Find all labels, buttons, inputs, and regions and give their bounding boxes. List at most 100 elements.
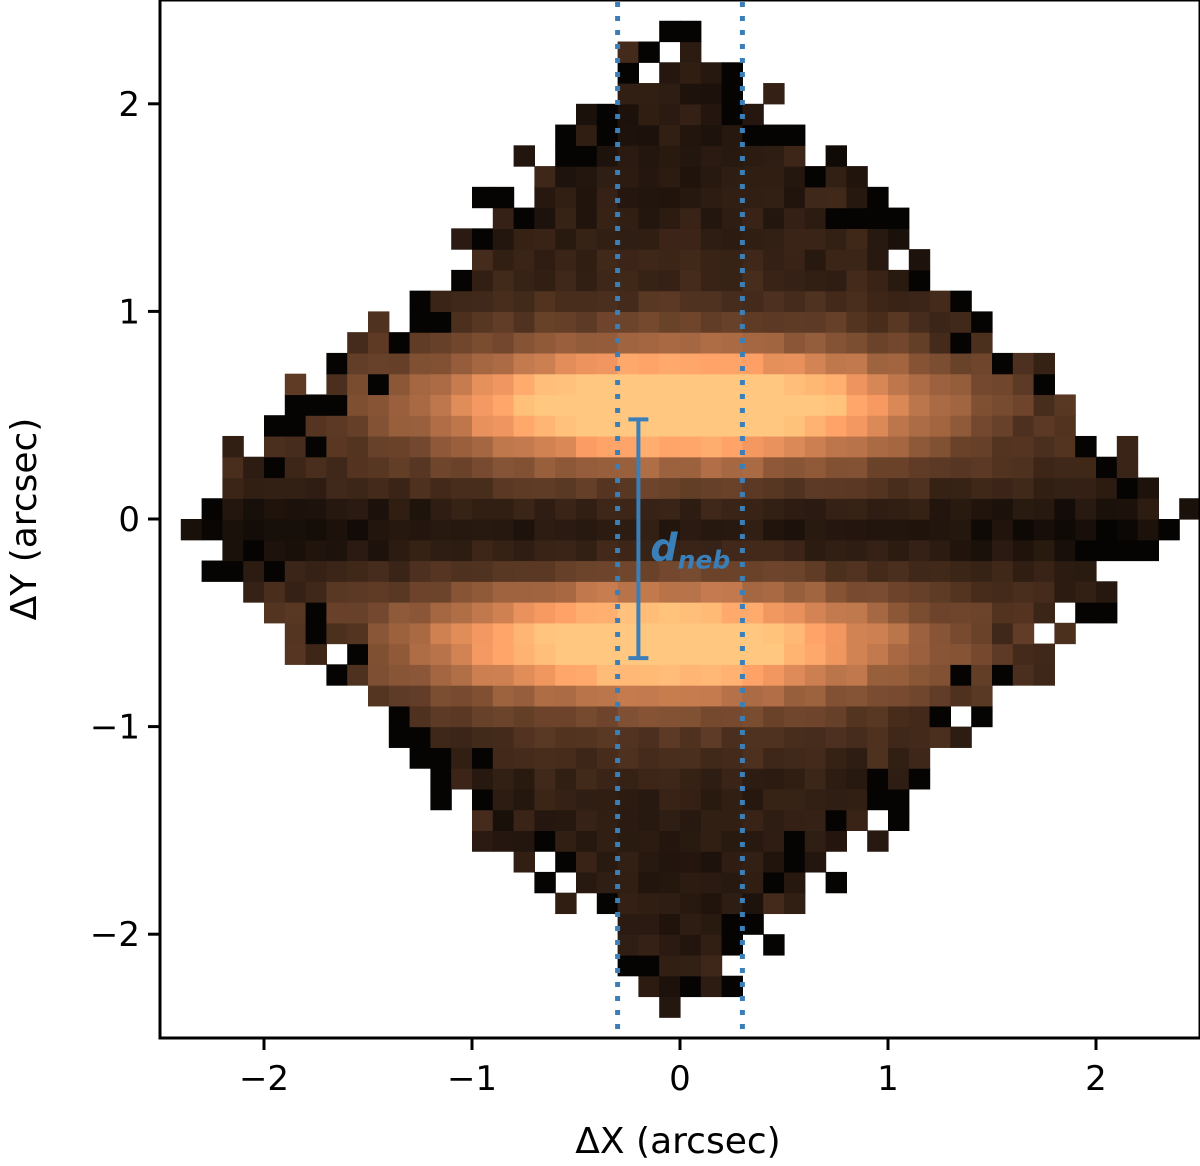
heatmap-cell xyxy=(846,539,868,562)
heatmap-cell xyxy=(638,871,660,894)
heatmap-cell xyxy=(742,685,764,707)
heatmap-cell xyxy=(721,207,743,229)
heatmap-cell xyxy=(1075,477,1097,499)
heatmap-cell xyxy=(908,290,931,312)
heatmap-cell xyxy=(742,352,764,375)
heatmap-cell xyxy=(721,62,743,84)
heatmap-cell xyxy=(513,581,535,603)
heatmap-cell xyxy=(763,311,785,333)
heatmap-cell xyxy=(659,207,681,229)
heatmap-cell xyxy=(555,290,577,312)
heatmap-cell xyxy=(888,373,910,396)
heatmap-cell xyxy=(680,809,702,831)
heatmap-cell xyxy=(555,726,577,748)
heatmap-cell xyxy=(825,394,847,416)
heatmap-cell xyxy=(659,975,681,998)
heatmap-cell xyxy=(908,664,931,686)
heatmap-cell xyxy=(472,747,494,769)
heatmap-cell xyxy=(492,228,515,250)
heatmap-cell xyxy=(763,830,785,852)
heatmap-cell xyxy=(888,747,910,769)
heatmap-cell xyxy=(576,394,598,416)
heatmap-cell xyxy=(700,705,723,728)
heatmap-cell xyxy=(388,581,411,603)
heatmap-cell xyxy=(992,373,1014,396)
heatmap-cell xyxy=(513,685,535,707)
heatmap-cell xyxy=(596,685,619,707)
y-tick-label: 0 xyxy=(118,500,140,540)
heatmap-cell xyxy=(680,581,702,603)
heatmap-cell xyxy=(596,602,619,624)
heatmap-cell xyxy=(680,830,702,852)
heatmap-cell xyxy=(742,498,764,520)
heatmap-cell xyxy=(284,456,307,479)
heatmap-cell xyxy=(347,435,369,458)
heatmap-cell xyxy=(305,519,327,541)
heatmap-cell xyxy=(971,415,993,437)
heatmap-cell xyxy=(596,519,619,541)
heatmap-cell xyxy=(784,685,806,707)
heatmap-cell xyxy=(555,373,577,396)
heatmap-cell xyxy=(555,602,577,624)
heatmap-cell xyxy=(555,622,577,645)
heatmap-cell xyxy=(555,809,577,831)
heatmap-cell xyxy=(243,539,265,562)
heatmap-cell xyxy=(222,498,244,520)
heatmap-cell xyxy=(638,83,660,105)
heatmap-cell xyxy=(555,311,577,333)
heatmap-cell xyxy=(742,851,764,873)
heatmap-cell xyxy=(804,685,827,707)
heatmap-cell xyxy=(1054,519,1076,541)
heatmap-cell xyxy=(992,560,1014,582)
heatmap-cell xyxy=(368,332,390,354)
heatmap-cell xyxy=(368,581,390,603)
heatmap-cell xyxy=(513,249,535,271)
heatmap-cell xyxy=(638,913,660,935)
heatmap-cell xyxy=(700,498,723,520)
heatmap-cell xyxy=(472,768,494,790)
heatmap-cell xyxy=(888,269,910,292)
heatmap-cell xyxy=(472,415,494,437)
heatmap-cell xyxy=(784,186,806,209)
heatmap-cell xyxy=(659,768,681,790)
heatmap-cell xyxy=(617,394,639,416)
heatmap-cell xyxy=(950,311,972,333)
heatmap-cell xyxy=(368,602,390,624)
heatmap-cell xyxy=(763,809,785,831)
heatmap-cell xyxy=(742,768,764,790)
heatmap-cell xyxy=(659,269,681,292)
heatmap-cell xyxy=(576,643,598,665)
heatmap-cell xyxy=(596,311,619,333)
heatmap-cell xyxy=(596,705,619,728)
heatmap-cell xyxy=(596,809,619,831)
heatmap-cell xyxy=(846,394,868,416)
heatmap-cell xyxy=(555,560,577,582)
heatmap-cell xyxy=(388,602,411,624)
heatmap-cell xyxy=(742,871,764,894)
heatmap-cell xyxy=(659,249,681,271)
heatmap-cell xyxy=(867,622,889,645)
heatmap-cell xyxy=(929,435,951,458)
heatmap-cell xyxy=(992,539,1014,562)
heatmap-cell xyxy=(680,435,702,458)
heatmap-cell xyxy=(451,477,473,499)
heatmap-cell xyxy=(284,373,307,396)
heatmap-cell xyxy=(617,332,639,354)
heatmap-cell xyxy=(1033,581,1055,603)
heatmap-cell xyxy=(742,207,764,229)
heatmap-cell xyxy=(992,602,1014,624)
heatmap-cell xyxy=(888,705,910,728)
heatmap-cell xyxy=(950,394,972,416)
heatmap-cell xyxy=(451,726,473,748)
heatmap-cell xyxy=(180,519,203,541)
heatmap-cell xyxy=(492,186,515,209)
heatmap-cell xyxy=(804,643,827,665)
heatmap-cell xyxy=(492,643,515,665)
heatmap-cell xyxy=(784,643,806,665)
heatmap-cell xyxy=(659,373,681,396)
heatmap-cell xyxy=(825,415,847,437)
heatmap-cell xyxy=(368,622,390,645)
heatmap-cell xyxy=(659,934,681,956)
heatmap-cell xyxy=(596,124,619,146)
heatmap-cell xyxy=(846,290,868,312)
